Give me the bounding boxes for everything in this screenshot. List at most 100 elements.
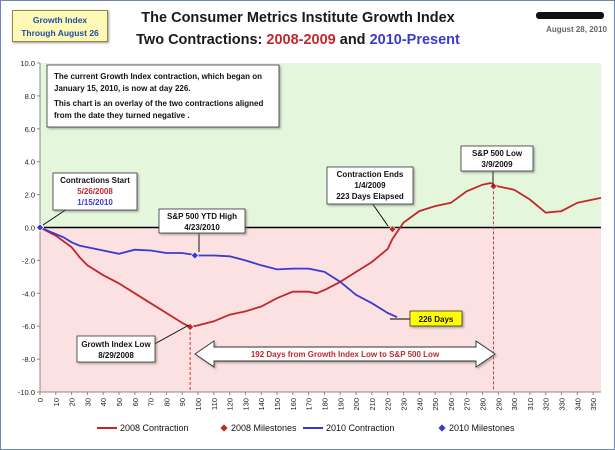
y-tick-label: -6.0 <box>22 322 35 331</box>
x-tick-label: 10 <box>52 398 61 406</box>
sp-ytd-line2: 4/23/2010 <box>184 223 220 232</box>
legend-label: 2008 Milestones <box>231 423 297 433</box>
y-tick-label: 0.0 <box>25 224 35 233</box>
gi-low-line1: Growth Index Low <box>81 340 151 349</box>
gi-low-line2: 8/29/2008 <box>98 351 134 360</box>
info-box: The current Growth Index contraction, wh… <box>46 64 280 128</box>
callout-contraction-ends: Contraction Ends 1/4/2009 223 Days Elaps… <box>326 166 414 227</box>
x-tick-label: 110 <box>210 398 219 410</box>
legend-swatch-diamond <box>220 424 228 432</box>
y-tick-label: -10.0 <box>18 388 35 397</box>
report-date: August 28, 2010 <box>546 25 607 34</box>
milestone-marker <box>388 225 397 234</box>
x-tick-label: 190 <box>336 398 345 411</box>
callout-sp-low: S&P 500 Low 3/9/2009 <box>460 145 534 186</box>
subtitle-red-period: 2008-2009 <box>266 32 336 48</box>
badge-line2: Through August 26 <box>21 28 99 38</box>
x-tick-label: 20 <box>68 398 77 406</box>
x-tick-label: 100 <box>194 398 203 411</box>
x-tick-label: 30 <box>83 398 92 406</box>
x-tick-label: 240 <box>415 398 424 411</box>
start-title: Contractions Start <box>60 176 130 185</box>
y-tick-label: -2.0 <box>22 256 35 265</box>
legend-label: 2010 Milestones <box>449 423 515 433</box>
x-tick-label: 220 <box>384 398 393 411</box>
start-red-date: 5/26/2008 <box>77 187 113 196</box>
x-tick-label: 140 <box>257 398 266 411</box>
subtitle-and: and <box>339 32 366 48</box>
y-axis-ticks: 10.0 8.0 6.0 4.0 2.0 0.0 -2.0 -4.0 -6.0 -8.0 -10.0 <box>18 59 40 397</box>
callout-gi-low: Growth Index Low 8/29/2008 <box>76 324 190 363</box>
x-tick-label: 270 <box>463 398 472 411</box>
y-tick-label: -4.0 <box>22 289 35 298</box>
info-line4: from the date they turned negative . <box>54 111 190 120</box>
x-tick-label: 0 <box>36 398 45 402</box>
x-tick-label: 350 <box>589 398 598 411</box>
interval-arrow-label: 192 Days from Growth Index Low to S&P 50… <box>251 350 440 359</box>
legend: 2008 Contraction 2008 Milestones 2010 Cont… <box>97 423 515 433</box>
ends-line2: 1/4/2009 <box>354 181 386 190</box>
growth-index-badge: Growth Index Through August 26 <box>12 10 108 42</box>
milestone-marker <box>190 251 199 260</box>
x-tick-label: 160 <box>289 398 298 411</box>
y-tick-label: -8.0 <box>22 355 35 364</box>
sp-low-line2: 3/9/2009 <box>481 160 513 169</box>
x-tick-label: 90 <box>178 398 187 406</box>
sp-ytd-line1: S&P 500 YTD High <box>167 212 237 221</box>
x-tick-label: 300 <box>510 398 519 411</box>
info-line1: The current Growth Index contraction, wh… <box>54 72 262 81</box>
x-tick-label: 80 <box>162 398 171 406</box>
y-tick-label: 6.0 <box>25 125 35 134</box>
milestone-markers <box>35 182 498 332</box>
x-tick-label: 130 <box>241 398 250 411</box>
milestone-marker <box>35 223 45 232</box>
x-tick-label: 310 <box>526 398 535 411</box>
x-tick-label: 170 <box>305 398 314 411</box>
x-tick-label: 120 <box>226 398 235 411</box>
y-tick-label: 10.0 <box>20 59 35 68</box>
x-tick-label: 280 <box>478 398 487 411</box>
chart-subtitle: Two Contractions: 2008-2009 and 2010-Pre… <box>118 32 478 48</box>
x-tick-label: 230 <box>399 398 408 411</box>
chart-title: The Consumer Metrics Institute Growth In… <box>141 10 455 26</box>
y-tick-label: 4.0 <box>25 158 35 167</box>
redacted-logo <box>536 12 604 19</box>
days-elapsed-label: 226 Days <box>390 310 463 327</box>
x-tick-label: 60 <box>131 398 140 406</box>
x-axis-ticks: 0 10 20 30 40 50 60 70 80 90 100 110 120 130 140 150 160… <box>36 392 598 411</box>
x-tick-label: 340 <box>573 398 582 411</box>
x-tick-label: 250 <box>431 398 440 411</box>
x-tick-label: 210 <box>368 398 377 411</box>
info-line2: January 15, 2010, is now at day 226. <box>54 84 191 93</box>
start-blue-date: 1/15/2010 <box>77 198 113 207</box>
x-tick-label: 330 <box>557 398 566 411</box>
ends-line1: Contraction Ends <box>337 170 404 179</box>
legend-label: 2010 Contraction <box>326 423 395 433</box>
subtitle-blue-period: 2010-Present <box>369 32 460 48</box>
x-tick-label: 320 <box>542 398 551 411</box>
x-tick-label: 50 <box>115 398 124 406</box>
legend-label: 2008 Contraction <box>120 423 189 433</box>
x-tick-label: 200 <box>352 398 361 411</box>
y-tick-label: 8.0 <box>25 92 35 101</box>
days-label-text: 226 Days <box>419 315 454 324</box>
x-tick-label: 260 <box>447 398 456 411</box>
subtitle-prefix: Two Contractions: <box>136 32 263 48</box>
y-tick-label: 2.0 <box>25 191 35 200</box>
interval-arrow: 192 Days from Growth Index Low to S&P 50… <box>194 340 496 368</box>
x-tick-label: 150 <box>273 398 282 411</box>
negative-zone <box>40 227 601 392</box>
badge-line1: Growth Index <box>32 15 88 25</box>
milestone-marker <box>489 182 498 191</box>
x-tick-label: 180 <box>320 398 329 411</box>
callout-sp-ytd-high: S&P 500 YTD High 4/23/2010 <box>158 208 246 252</box>
x-tick-label: 40 <box>99 398 108 406</box>
sp-low-line1: S&P 500 Low <box>472 149 523 158</box>
legend-swatch-diamond <box>438 424 446 432</box>
x-tick-label: 290 <box>494 398 503 411</box>
ends-line3: 223 Days Elapsed <box>336 192 404 201</box>
x-tick-label: 70 <box>147 398 156 406</box>
series-2008-contraction <box>39 182 602 328</box>
callout-contractions-start: Contractions Start 5/26/2008 1/15/2010 <box>42 172 138 226</box>
